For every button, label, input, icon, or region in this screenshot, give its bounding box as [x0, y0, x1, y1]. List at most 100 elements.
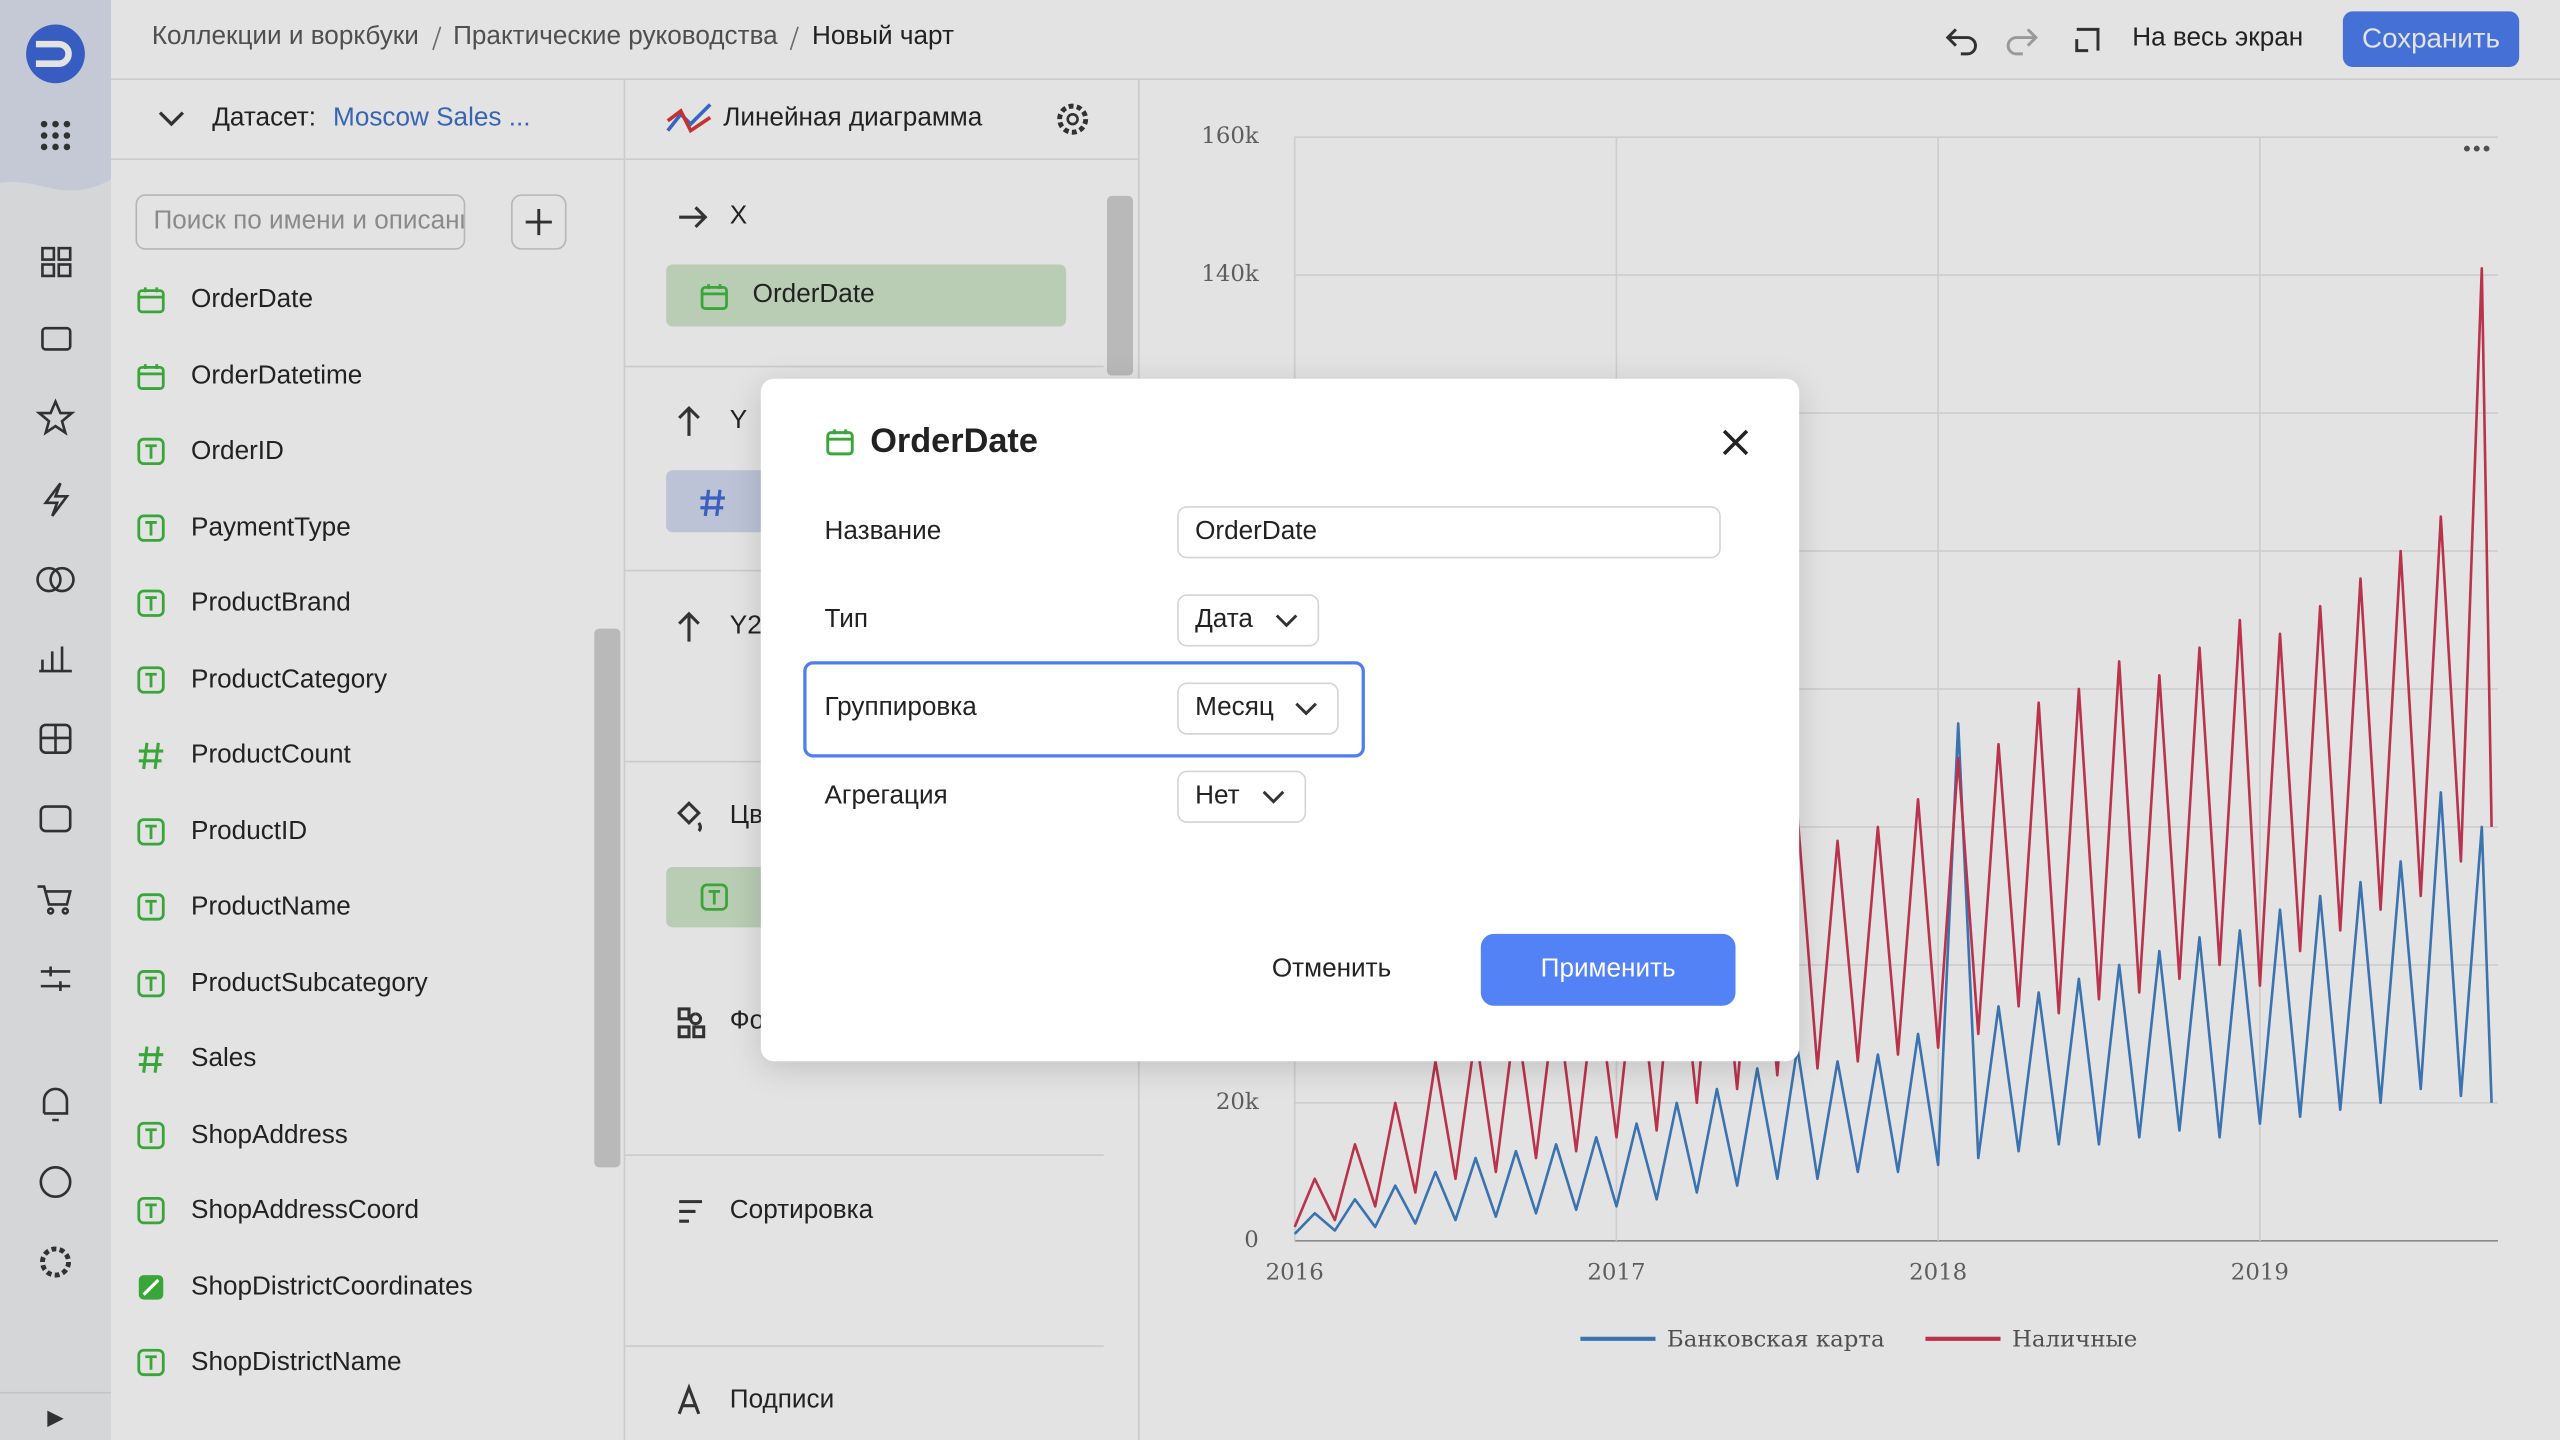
- icon: [138, 742, 164, 770]
- icon-part: [145, 1127, 157, 1143]
- breadcrumbs: Коллекции и воркбуки Практические руковод…: [152, 21, 954, 54]
- save-button[interactable]: Сохранить: [2342, 11, 2520, 67]
- dataset-name[interactable]: Moscow Sales ...: [333, 104, 531, 133]
- select[interactable]: [1177, 594, 1320, 647]
- chart-type[interactable]: Линейная диаграмма: [723, 104, 983, 133]
- icon-part: [145, 975, 157, 991]
- breadcrumb[interactable]: Коллекции и воркбуки: [151, 22, 419, 51]
- icon: [137, 1348, 165, 1377]
- y-tick-label: 20k: [1216, 1089, 1259, 1115]
- field-value: Дата: [1195, 605, 1253, 634]
- nav-icon[interactable]: [39, 1246, 72, 1278]
- icon: [138, 1046, 164, 1073]
- logo[interactable]: [26, 24, 85, 84]
- divider: [625, 1154, 1104, 1156]
- field-name[interactable]: ShopDistrictName: [191, 1348, 402, 1377]
- nav-icon[interactable]: [39, 805, 72, 833]
- icon-part: [137, 513, 165, 541]
- icon: [137, 893, 165, 921]
- field-name[interactable]: ProductSubcategory: [191, 968, 428, 997]
- field-name[interactable]: OrderDatetime: [191, 361, 363, 390]
- nav-icon[interactable]: [41, 246, 72, 278]
- field-icon: [137, 1348, 165, 1377]
- icon: [137, 287, 165, 314]
- series-line: [1293, 722, 2493, 1235]
- name-input[interactable]: [1177, 506, 1721, 559]
- icon: [138, 1274, 164, 1299]
- row-label: Агрегация: [824, 782, 948, 810]
- field-name[interactable]: ProductID: [191, 817, 308, 845]
- field-name[interactable]: PaymentType: [191, 513, 351, 542]
- breadcrumb[interactable]: Новый чарт: [811, 22, 954, 51]
- field-name[interactable]: ProductCount: [191, 741, 351, 769]
- nav-icon[interactable]: [39, 1166, 72, 1199]
- fullscreen-button[interactable]: На весь экран: [2132, 24, 2304, 53]
- nav-icon[interactable]: [35, 398, 76, 436]
- field-value: Нет: [1195, 782, 1240, 810]
- settings-icon[interactable]: [1053, 100, 1092, 139]
- x-tick-label: 2017: [1587, 1259, 1645, 1285]
- icon-part: [137, 289, 165, 314]
- icon-part: [145, 1203, 157, 1218]
- nav-icon[interactable]: [40, 966, 71, 992]
- field-icon: [137, 363, 165, 390]
- field-icon: [700, 284, 728, 310]
- close-button[interactable]: [1718, 424, 1754, 460]
- field-name[interactable]: Sales: [191, 1044, 257, 1073]
- divider: [625, 365, 1104, 368]
- chart-menu[interactable]: [2463, 145, 2490, 152]
- divider: [625, 1345, 1104, 1347]
- nav-icon[interactable]: [39, 723, 72, 754]
- field-chip[interactable]: [666, 264, 1067, 327]
- breadcrumb[interactable]: Практические руководства: [453, 22, 778, 51]
- field-name[interactable]: ProductName: [191, 893, 351, 921]
- expand-icon[interactable]: [47, 1410, 64, 1427]
- field-name[interactable]: OrderID: [191, 437, 284, 466]
- nav-icon[interactable]: [39, 646, 72, 673]
- highlight: [803, 661, 1365, 758]
- nav-icon[interactable]: [43, 482, 70, 517]
- nav-icon[interactable]: [36, 566, 75, 593]
- icon-part: [700, 883, 728, 911]
- nav-icon[interactable]: [42, 1087, 69, 1122]
- section-label: Подписи: [729, 1386, 835, 1414]
- chevron: [1275, 614, 1298, 628]
- icon-part: [138, 287, 164, 299]
- undo[interactable]: [1945, 28, 1977, 56]
- field-name[interactable]: ShopAddressCoord: [191, 1196, 420, 1225]
- nav-icon[interactable]: [41, 326, 72, 351]
- y-tick-label: 140k: [1201, 261, 1259, 287]
- icon-part: [145, 444, 157, 459]
- apply-button[interactable]: Применить: [1480, 933, 1736, 1006]
- field-name[interactable]: OrderDate: [191, 285, 313, 314]
- icon-part: [138, 742, 164, 770]
- icon: [700, 883, 728, 911]
- icon: [137, 1121, 165, 1149]
- collapse-icon[interactable]: [155, 106, 188, 132]
- fullscreen-icon[interactable]: [2075, 27, 2100, 53]
- apps-icon[interactable]: [40, 120, 71, 151]
- nav-icon[interactable]: [37, 885, 72, 915]
- scrollbar: [1106, 195, 1134, 376]
- redo[interactable]: [2006, 28, 2038, 56]
- y-tick-label: 0: [1244, 1227, 1259, 1253]
- icon-part: [137, 437, 165, 466]
- x-tick-label: 2018: [1909, 1259, 1967, 1285]
- field-icon: [138, 742, 164, 770]
- field-name[interactable]: ProductBrand: [191, 589, 351, 618]
- field-name[interactable]: ShopAddress: [191, 1120, 348, 1149]
- select[interactable]: [1177, 770, 1307, 823]
- add-field-button[interactable]: [511, 194, 567, 250]
- search-input[interactable]: Поиск по имени и описани: [135, 194, 466, 250]
- field-name[interactable]: ShopDistrictCoordinates: [191, 1272, 473, 1301]
- select[interactable]: [1177, 682, 1339, 735]
- chevron: [1295, 702, 1317, 716]
- cancel-button[interactable]: Отменить: [1271, 955, 1392, 983]
- field-name[interactable]: ProductCategory: [191, 665, 388, 694]
- icon-part: [145, 596, 157, 611]
- icon-part: [145, 823, 157, 839]
- icon: [137, 589, 165, 617]
- icon: [137, 969, 165, 997]
- icon-part: [138, 363, 164, 375]
- chart-type-icon: [666, 103, 712, 134]
